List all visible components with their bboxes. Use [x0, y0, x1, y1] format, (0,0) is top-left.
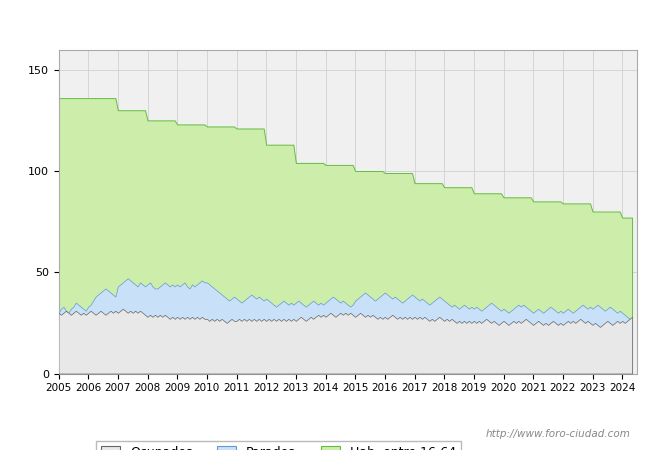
Legend: Ocupados, Parados, Hab. entre 16-64: Ocupados, Parados, Hab. entre 16-64	[96, 441, 461, 450]
Text: http://www.foro-ciudad.com: http://www.foro-ciudad.com	[486, 429, 630, 439]
Text: La Carrera - Evolucion de la poblacion en edad de Trabajar Mayo de 2024: La Carrera - Evolucion de la poblacion e…	[57, 11, 593, 26]
